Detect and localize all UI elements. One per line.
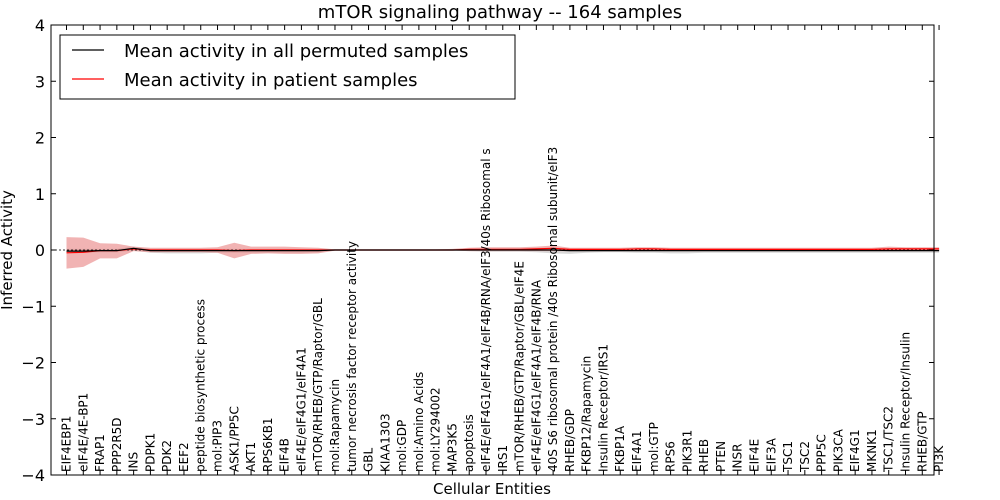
x-tick-label: TSC1 [781,441,795,473]
x-tick-label: PI3K [932,445,946,472]
x-tick-label: Insulin Receptor/Insulin [899,332,913,472]
x-tick-label: mol:PIP3 [211,420,225,472]
x-tick-label: eIF4E/eIF4G1/eIF4A1/eIF4B/RNA/eIF3/40s R… [479,148,493,472]
x-tick-label: AKT1 [244,442,258,472]
legend-label-patient: Mean activity in patient samples [124,70,418,91]
x-tick-label: EIF4G1 [848,429,862,472]
x-tick-label: eIF4E/4E-BP1 [76,393,90,472]
x-tick-label: mol:GDP [395,420,409,472]
x-tick-label: EIF4E [747,439,761,472]
x-tick-label: PPP2R5D [110,417,124,472]
x-tick-label: GBL [362,447,376,472]
x-tick-label: PTEN [714,441,728,472]
x-tick-label: mol:GTP [647,422,661,472]
x-tick-label: FKBP12/Rapamycin [580,356,594,472]
x-tick-label: TSC2 [798,441,812,473]
y-tick-label: −4 [21,466,45,485]
legend-label-permuted: Mean activity in all permuted samples [124,41,468,62]
y-tick-label: 1 [35,185,45,204]
legend-box [59,34,516,100]
x-tick-label: PDK2 [160,440,174,472]
x-axis-title: Cellular Entities [433,480,551,498]
line-permuted [66,247,940,252]
x-tick-label: tumor necrosis factor receptor activity [345,241,359,472]
y-axis: −4 −3 −2 −1 0 1 2 3 4 [21,16,934,485]
x-tick-label: PIK3CA [831,428,845,472]
legend: Mean activity in all permuted samples Me… [59,34,516,100]
x-tick-label: IRS1 [496,445,510,472]
x-tick-label: peptide biosynthetic process [194,299,208,472]
y-tick-label: 3 [35,72,45,91]
chart-title: mTOR signaling pathway -- 164 samples [318,2,682,23]
x-tick-label: FRAP1 [93,434,107,472]
x-tick-label: RHEB [697,439,711,472]
y-axis-title: Inferred Activity [0,190,16,310]
x-tick-label: EIF4EBP1 [60,416,74,472]
x-tick-label: EIF3A [764,437,778,472]
x-tick-label: mTOR/RHEB/GTP/Raptor/GBL [311,298,325,472]
x-tick-label: eIF4E/eIF4G1/eIF4A1 [294,347,308,472]
x-tick-label: RHEB/GDP [563,409,577,472]
x-tick-label: PPP5C [815,434,829,472]
x-tick-label: mol:Amino Acids [412,372,426,472]
band-patient [66,237,940,269]
x-tick-label: INS [127,452,141,472]
x-tick-label: TSC1/TSC2 [882,406,896,473]
x-tick-label: 40S S6 ribosomal protein /40s Ribosomal … [546,147,560,472]
x-tick-label: EIF4B [278,438,292,472]
x-tick-label: mol:LY294002 [429,387,443,472]
x-tick-label: Insulin Receptor/IRS1 [596,344,610,472]
series-lines [66,247,940,254]
x-tick-label: RPS6 [664,441,678,472]
x-tick-label: FKBP1A [613,425,627,472]
x-tick-label: RPS6KB1 [261,417,275,472]
y-tick-label: −3 [21,410,45,429]
x-tick-label: apoptosis [462,414,476,472]
y-tick-label: 4 [35,16,45,35]
x-tick-label: PDPK1 [143,433,157,472]
y-tick-label: 0 [35,241,45,260]
y-tick-label: −2 [21,354,45,373]
x-tick-label: EIF4A1 [630,430,644,472]
x-axis: EIF4EBP1 eIF4E/4E-BP1 FRAP1 PPP2R5D INS PDPK1… [60,25,946,475]
y-tick-label: 2 [35,129,45,148]
y-tick-label: −1 [21,297,45,316]
x-tick-label: mol:Rapamycin [328,379,342,472]
x-tick-label: mTOR/RHEB/GTP/Raptor/GBL/eIF4E [513,261,527,472]
x-tick-label: INSR [731,444,745,472]
x-tick-label: EEF2 [177,442,191,472]
x-tick-label: MAP3K5 [445,423,459,472]
x-tick-label: PIK3R1 [680,430,694,472]
x-tick-label: RHEB/GTP [915,411,929,472]
x-tick-label: MKNK1 [865,429,879,472]
x-tick-label: eIF4E/eIF4G1/eIF4A1/eIF4B/RNA [529,279,543,472]
x-tick-label: ASK1/PP5C [227,406,241,472]
x-tick-label: KIAA1303 [378,413,392,472]
